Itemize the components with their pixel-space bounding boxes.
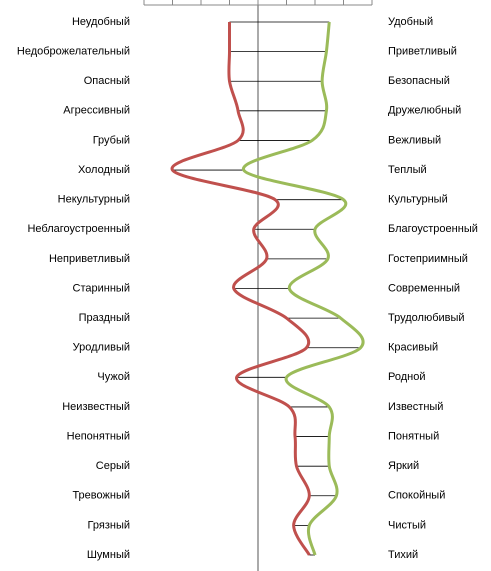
right-label: Современный [388,282,460,294]
right-label: Удобный [388,16,433,28]
left-label: Грязный [88,519,130,531]
right-label: Чистый [388,519,426,531]
left-label: Неудобный [72,16,130,28]
right-label: Культурный [388,194,448,206]
right-label: Яркий [388,460,419,472]
right-label: Тихий [388,549,418,561]
series-line [170,22,311,556]
left-label: Уродливый [73,342,130,354]
left-label: Серый [96,460,130,472]
left-label: Тревожный [72,490,130,502]
right-label: Спокойный [388,490,445,502]
left-label: Неблагоустроенный [27,223,130,235]
left-label: Шумный [87,549,130,561]
left-label: Холодный [78,164,130,176]
right-label: Теплый [388,164,427,176]
left-label: Агрессивный [63,105,130,117]
left-label: Непонятный [67,430,130,442]
left-label: Некультурный [58,194,130,206]
left-label: Праздный [79,312,130,324]
right-label: Понятный [388,430,439,442]
series-line [242,21,365,556]
right-label: Известный [388,401,443,413]
right-label: Приветливый [388,46,457,58]
right-label: Красивый [388,342,438,354]
left-label: Чужой [97,371,130,383]
left-label: Грубый [93,134,130,146]
left-label: Опасный [84,75,130,87]
left-label: Недоброжелательный [17,46,130,58]
left-label: Старинный [73,282,130,294]
right-label: Дружелюбный [388,105,461,117]
right-label: Родной [388,371,426,383]
left-label: Неизвестный [62,401,130,413]
right-label: Трудолюбивый [388,312,465,324]
right-label: Благоустроенный [388,223,478,235]
right-label: Безопасный [388,75,450,87]
left-label: Неприветливый [49,253,130,265]
right-label: Вежливый [388,134,441,146]
right-label: Гостеприимный [388,253,468,265]
